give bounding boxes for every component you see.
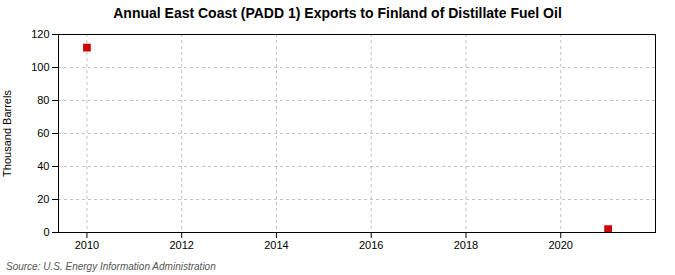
html-text:Annual East Coast (PADD 1) Exp: Annual East Coast (PADD 1) Exports to Fi… xyxy=(113,5,562,21)
svg-text:80: 80 xyxy=(37,94,49,106)
svg-text:60: 60 xyxy=(37,127,49,139)
svg-text:2010: 2010 xyxy=(75,239,99,251)
svg-text:20: 20 xyxy=(37,193,49,205)
svg-text:2012: 2012 xyxy=(169,239,193,251)
svg-text:100: 100 xyxy=(31,61,49,73)
svg-text:2018: 2018 xyxy=(454,239,478,251)
svg-text:2020: 2020 xyxy=(548,239,572,251)
svg-text:40: 40 xyxy=(37,160,49,172)
svg-text:2016: 2016 xyxy=(359,239,383,251)
svg-text:Thousand Barrels: Thousand Barrels xyxy=(1,90,13,177)
svg-text:120: 120 xyxy=(31,28,49,40)
svg-text:0: 0 xyxy=(43,226,49,238)
html-text:Source: U.S. Energy Informatio: Source: U.S. Energy Information Administ… xyxy=(6,261,216,272)
svg-text:2014: 2014 xyxy=(264,239,288,251)
